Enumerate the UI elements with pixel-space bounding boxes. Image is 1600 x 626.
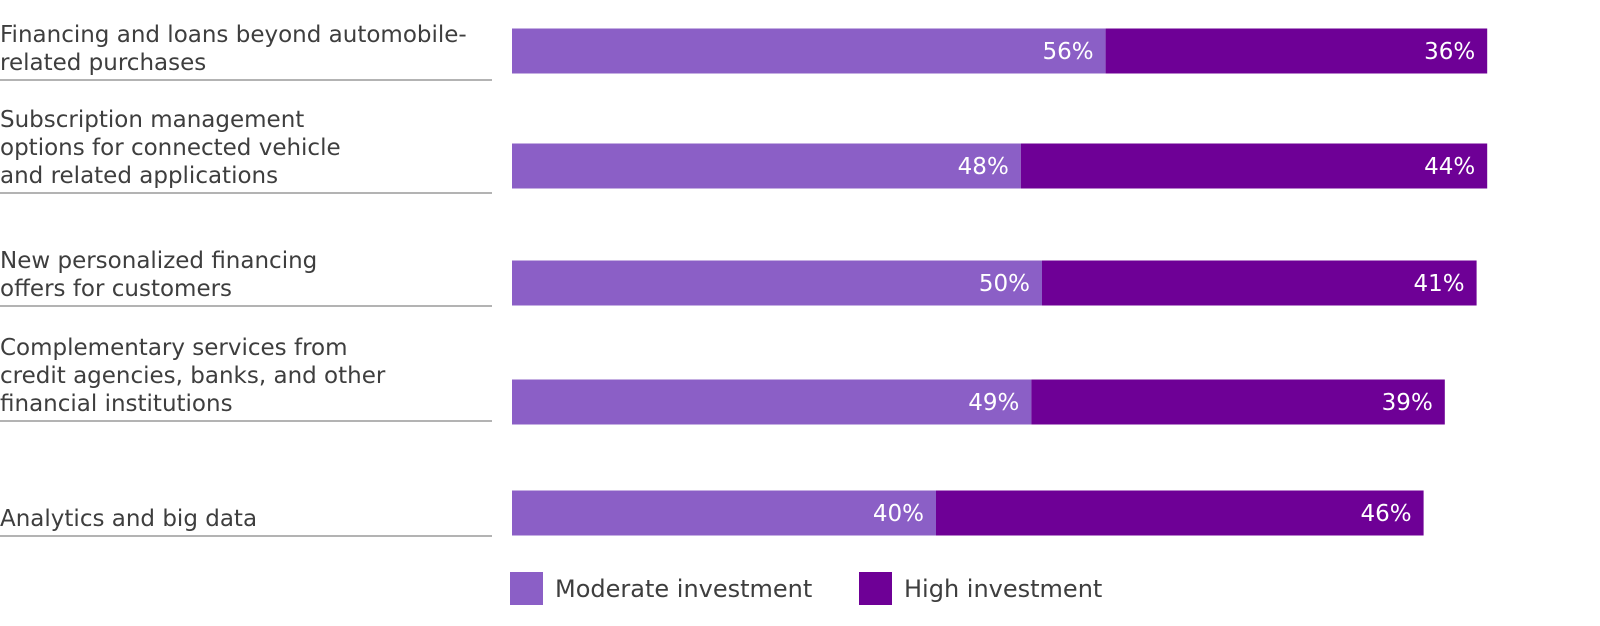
value-label: 48% <box>958 154 1009 180</box>
value-label: 39% <box>1382 390 1433 416</box>
value-label: 41% <box>1413 271 1464 297</box>
bar-segment <box>512 490 936 536</box>
category-label: financial institutions <box>0 391 233 417</box>
category-label: credit agencies, banks, and other <box>0 363 386 389</box>
legend-swatch <box>510 572 543 605</box>
value-label: 44% <box>1424 154 1475 180</box>
value-label: 40% <box>873 501 924 527</box>
category-label: related purchases <box>0 50 206 76</box>
value-label: 36% <box>1424 39 1475 65</box>
category-label: Financing and loans beyond automobile- <box>0 22 467 48</box>
category-label: offers for customers <box>0 276 232 302</box>
value-label: 56% <box>1042 39 1093 65</box>
bar-segment <box>512 260 1042 306</box>
bar-segment <box>1105 28 1488 74</box>
category-label: options for connected vehicle <box>0 135 341 161</box>
category-label: Complementary services from <box>0 335 348 361</box>
category-label: and related applications <box>0 163 278 189</box>
bar-segment <box>936 490 1424 536</box>
category-label: Subscription management <box>0 107 304 133</box>
bar-segment <box>1020 143 1488 189</box>
bar-segment <box>512 28 1106 74</box>
bar-segment <box>512 379 1032 425</box>
bar-segment <box>1031 379 1445 425</box>
bar-segment <box>512 143 1021 189</box>
value-label: 49% <box>968 390 1019 416</box>
legend-label: High investment <box>904 575 1102 603</box>
category-label: Analytics and big data <box>0 506 257 532</box>
legend-swatch <box>859 572 892 605</box>
value-label: 50% <box>979 271 1030 297</box>
value-label: 46% <box>1360 501 1411 527</box>
legend-label: Moderate investment <box>555 575 812 603</box>
bar-segment <box>1042 260 1477 306</box>
category-label: New personalized financing <box>0 248 317 274</box>
